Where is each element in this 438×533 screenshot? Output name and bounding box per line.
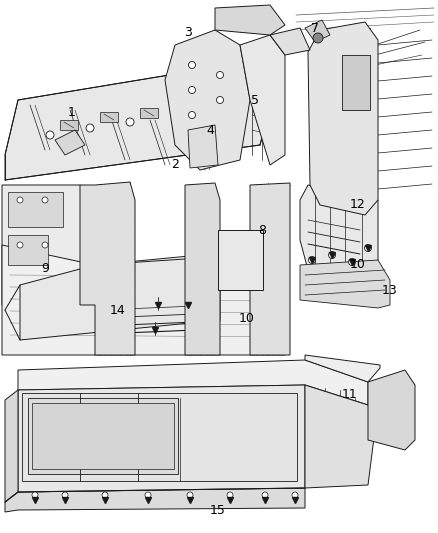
- Polygon shape: [165, 30, 250, 170]
- Polygon shape: [250, 183, 290, 355]
- Polygon shape: [240, 35, 285, 165]
- Circle shape: [349, 259, 356, 265]
- Text: 10: 10: [239, 311, 255, 325]
- Polygon shape: [368, 370, 415, 450]
- Circle shape: [308, 256, 315, 263]
- Circle shape: [313, 33, 323, 43]
- Circle shape: [42, 242, 48, 248]
- Circle shape: [17, 242, 23, 248]
- Circle shape: [216, 71, 223, 78]
- Bar: [218, 230, 263, 290]
- Bar: [140, 108, 158, 118]
- Text: 2: 2: [171, 158, 179, 172]
- Text: 3: 3: [184, 26, 192, 38]
- Bar: [8, 235, 48, 265]
- Circle shape: [364, 245, 371, 252]
- Polygon shape: [305, 20, 330, 42]
- Circle shape: [262, 492, 268, 498]
- Bar: [60, 120, 78, 130]
- Polygon shape: [300, 260, 390, 308]
- Polygon shape: [305, 355, 380, 382]
- Text: 12: 12: [350, 198, 366, 212]
- Circle shape: [42, 197, 48, 203]
- Polygon shape: [185, 183, 220, 355]
- Circle shape: [188, 86, 195, 93]
- Text: 14: 14: [110, 303, 126, 317]
- Text: 8: 8: [258, 223, 266, 237]
- Text: 11: 11: [342, 389, 358, 401]
- Polygon shape: [5, 390, 18, 502]
- Polygon shape: [55, 130, 85, 155]
- Polygon shape: [5, 60, 275, 180]
- Circle shape: [17, 197, 23, 203]
- Circle shape: [62, 492, 68, 498]
- Circle shape: [292, 492, 298, 498]
- Polygon shape: [308, 22, 378, 215]
- Polygon shape: [270, 28, 310, 55]
- Bar: [8, 192, 63, 227]
- Circle shape: [86, 124, 94, 132]
- Circle shape: [187, 492, 193, 498]
- Circle shape: [216, 96, 223, 103]
- Polygon shape: [215, 5, 285, 35]
- Text: 5: 5: [251, 93, 259, 107]
- Text: 1: 1: [68, 107, 76, 119]
- Polygon shape: [188, 125, 218, 168]
- Text: 10: 10: [350, 259, 366, 271]
- Text: 13: 13: [382, 284, 398, 296]
- Text: 4: 4: [206, 124, 214, 136]
- Bar: [32, 403, 174, 469]
- Circle shape: [188, 111, 195, 118]
- Circle shape: [46, 131, 54, 139]
- Text: 7: 7: [311, 21, 319, 35]
- Polygon shape: [2, 245, 285, 355]
- Text: 9: 9: [41, 262, 49, 274]
- Polygon shape: [18, 385, 305, 492]
- Circle shape: [126, 118, 134, 126]
- Circle shape: [102, 492, 108, 498]
- Circle shape: [32, 492, 38, 498]
- Bar: [28, 398, 178, 474]
- Bar: [22, 393, 297, 481]
- Polygon shape: [305, 385, 375, 488]
- Circle shape: [188, 61, 195, 69]
- Circle shape: [145, 492, 151, 498]
- Bar: [185, 100, 203, 110]
- Polygon shape: [18, 360, 368, 405]
- Polygon shape: [2, 185, 95, 305]
- Bar: [342, 55, 370, 110]
- Polygon shape: [20, 258, 220, 340]
- Text: 15: 15: [210, 504, 226, 516]
- Polygon shape: [300, 185, 378, 280]
- Circle shape: [328, 252, 336, 259]
- Circle shape: [227, 492, 233, 498]
- Bar: [100, 112, 118, 122]
- Polygon shape: [80, 182, 135, 355]
- Polygon shape: [5, 488, 305, 512]
